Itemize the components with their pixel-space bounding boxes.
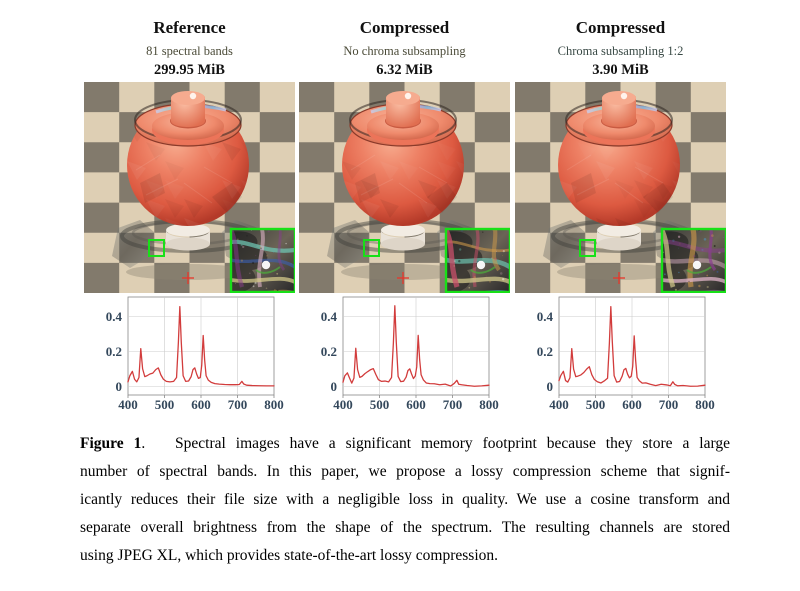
svg-text:0: 0 <box>116 379 123 394</box>
svg-text:0: 0 <box>547 379 554 394</box>
svg-text:800: 800 <box>695 397 715 412</box>
svg-text:500: 500 <box>586 397 606 412</box>
svg-text:0.4: 0.4 <box>321 309 338 324</box>
svg-text:600: 600 <box>191 397 211 412</box>
svg-text:0.4: 0.4 <box>106 309 123 324</box>
svg-text:600: 600 <box>622 397 642 412</box>
svg-text:0.4: 0.4 <box>537 309 554 324</box>
svg-text:0: 0 <box>331 379 338 394</box>
svg-text:0.2: 0.2 <box>537 344 553 359</box>
svg-text:0.2: 0.2 <box>321 344 337 359</box>
svg-text:700: 700 <box>228 397 248 412</box>
svg-text:500: 500 <box>155 397 175 412</box>
svg-text:400: 400 <box>549 397 569 412</box>
svg-text:600: 600 <box>406 397 426 412</box>
svg-text:700: 700 <box>443 397 463 412</box>
svg-text:800: 800 <box>479 397 499 412</box>
svg-text:500: 500 <box>370 397 390 412</box>
svg-text:400: 400 <box>333 397 353 412</box>
svg-text:700: 700 <box>659 397 679 412</box>
svg-text:0.2: 0.2 <box>106 344 122 359</box>
svg-text:800: 800 <box>264 397 284 412</box>
svg-text:400: 400 <box>118 397 138 412</box>
